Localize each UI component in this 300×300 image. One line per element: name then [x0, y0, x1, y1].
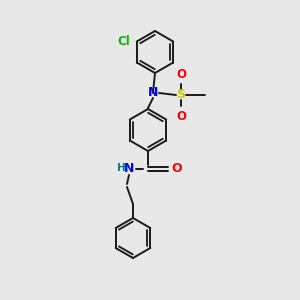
Text: S: S: [176, 88, 185, 101]
Text: O: O: [172, 163, 182, 176]
Text: N: N: [148, 86, 158, 100]
Text: O: O: [176, 110, 186, 122]
Text: H: H: [117, 163, 125, 173]
Text: O: O: [176, 68, 186, 80]
Text: N: N: [124, 161, 134, 175]
Text: Cl: Cl: [117, 35, 130, 48]
